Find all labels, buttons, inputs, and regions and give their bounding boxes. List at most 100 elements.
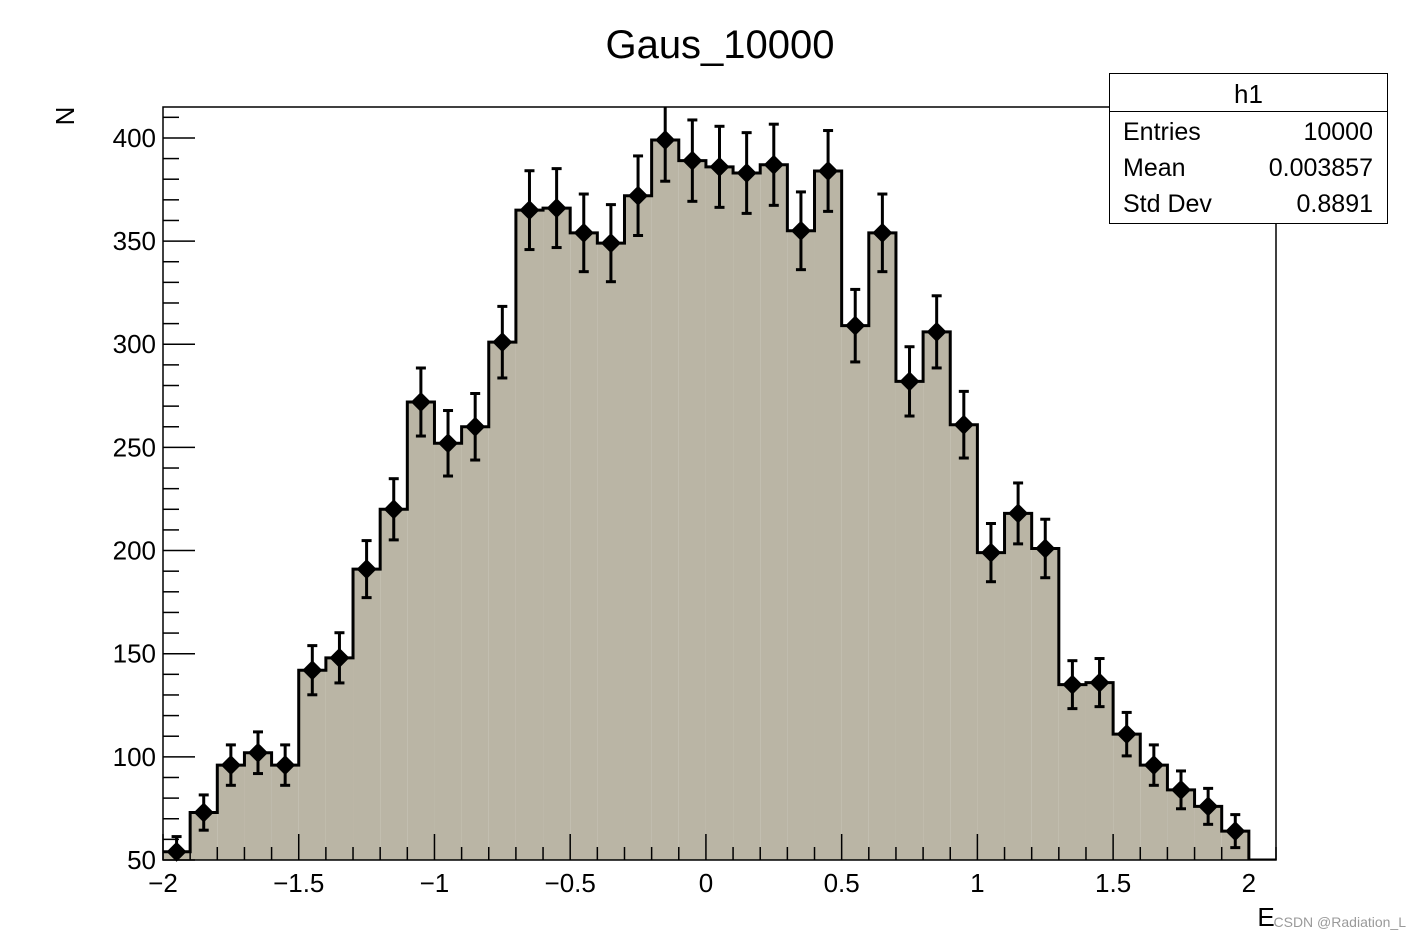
histogram-bin	[977, 552, 1005, 860]
data-point-marker	[465, 416, 486, 437]
data-point-marker	[438, 433, 459, 454]
histogram-bin	[543, 208, 571, 860]
histogram-bin	[597, 243, 625, 860]
data-point-marker	[899, 371, 920, 392]
data-point-marker	[1008, 503, 1029, 524]
data-point-marker	[1089, 672, 1110, 693]
y-tick-label: 150	[113, 639, 156, 669]
data-point-marker	[1170, 779, 1191, 800]
stats-label: Mean	[1123, 154, 1186, 182]
stats-box: h1 Entries 10000 Mean 0.003857 Std Dev 0…	[1109, 73, 1388, 224]
chart-title: Gaus_10000	[605, 23, 834, 67]
y-tick-label: 200	[113, 536, 156, 566]
data-point-marker	[329, 647, 350, 668]
histogram-bin	[1004, 513, 1032, 860]
data-point-marker	[736, 163, 757, 184]
histogram-bin	[1031, 548, 1059, 860]
data-point-marker	[193, 802, 214, 823]
data-point-marker	[1225, 821, 1246, 842]
stats-box-title: h1	[1110, 74, 1387, 112]
data-point-marker	[546, 198, 567, 219]
histogram-bin	[325, 657, 354, 860]
data-point-marker	[519, 200, 540, 221]
stats-row-entries: Entries 10000	[1110, 112, 1387, 148]
y-tick-label: 400	[113, 123, 156, 153]
histogram-bin	[624, 195, 652, 860]
histogram-bin	[298, 670, 326, 860]
plot-frame	[162, 106, 1277, 861]
histogram-bin	[515, 210, 544, 860]
x-tick-label: 0	[699, 868, 713, 898]
data-point-marker	[1035, 538, 1056, 559]
data-point-marker	[845, 315, 866, 336]
data-point-marker	[709, 156, 730, 177]
histogram-bin	[787, 230, 815, 860]
stats-row-mean: Mean 0.003857	[1110, 148, 1387, 184]
x-tick-label: 1.5	[1095, 868, 1131, 898]
y-tick-label: 100	[113, 742, 156, 772]
data-point-marker	[980, 542, 1001, 563]
data-point-marker	[655, 130, 676, 151]
x-tick-label: −0.5	[545, 868, 596, 898]
data-point-marker	[926, 321, 947, 342]
data-point-marker	[600, 233, 621, 254]
data-point-marker	[275, 755, 296, 776]
data-point-marker	[410, 392, 431, 413]
data-point-marker	[763, 154, 784, 175]
data-point-marker	[1198, 796, 1219, 817]
stats-label: Entries	[1123, 118, 1201, 146]
x-tick-label: −2	[148, 868, 178, 898]
data-point-marker	[1062, 674, 1083, 695]
y-tick-label: 300	[113, 329, 156, 359]
data-point-marker	[220, 755, 241, 776]
x-axis-label: E	[1257, 902, 1274, 932]
stats-value: 10000	[1303, 118, 1373, 146]
stats-label: Std Dev	[1123, 190, 1212, 218]
histogram-bin	[841, 325, 869, 860]
plot-area: −2 −1.5 −1 −0.5 0 0.5 1 1.5 25010015020025030035…	[113, 106, 1277, 898]
stats-value: 0.8891	[1296, 190, 1373, 218]
data-point-marker	[1116, 724, 1137, 745]
histogram-bin	[434, 443, 462, 860]
histogram-bin	[407, 402, 435, 860]
data-point-marker	[383, 499, 404, 520]
histogram-bin	[868, 232, 896, 860]
stats-value: 0.003857	[1268, 154, 1373, 182]
histogram-bin	[380, 509, 408, 860]
x-tick-label: −1	[420, 868, 450, 898]
x-tick-label: 0.5	[824, 868, 860, 898]
histogram-bin	[353, 569, 381, 860]
data-point-marker	[872, 222, 893, 243]
histogram-bin	[1085, 682, 1114, 860]
data-point-marker	[302, 660, 323, 681]
data-point-marker	[166, 841, 187, 862]
histogram-bin	[705, 166, 734, 860]
data-point-marker	[818, 160, 839, 181]
x-tick-label: −1.5	[273, 868, 324, 898]
histogram-bin	[651, 140, 679, 860]
stats-row-std-dev: Std Dev 0.8891	[1110, 184, 1387, 220]
data-point-marker	[1143, 755, 1164, 776]
histogram-bin	[1058, 684, 1086, 860]
histogram-bin	[760, 164, 788, 860]
y-axis-label: N	[50, 107, 80, 126]
y-tick-label: 250	[113, 432, 156, 462]
histogram-bin	[950, 424, 978, 860]
histogram-bin	[923, 331, 951, 860]
x-tick-label: 1	[970, 868, 984, 898]
data-point-marker	[628, 185, 649, 206]
x-tick-label: 2	[1242, 868, 1256, 898]
histogram-bin	[814, 170, 842, 860]
histogram-bin	[461, 426, 489, 860]
y-tick-label: 350	[113, 226, 156, 256]
data-point-marker	[248, 742, 269, 763]
data-point-marker	[682, 150, 703, 171]
y-tick-label: 50	[127, 845, 156, 875]
data-point-marker	[953, 414, 974, 435]
histogram-bin	[733, 173, 761, 860]
histogram-bin	[895, 381, 924, 860]
histogram-bin	[678, 160, 706, 860]
histogram-bin	[570, 232, 598, 860]
data-point-marker	[573, 222, 594, 243]
